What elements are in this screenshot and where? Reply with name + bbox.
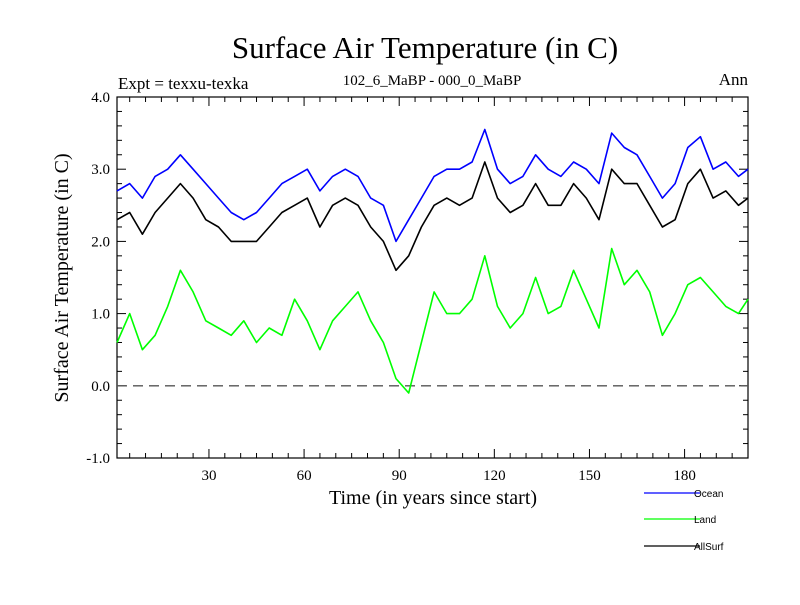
x-tick-label: 180 (673, 468, 696, 484)
x-axis-label: Time (in years since start) (329, 487, 537, 509)
y-tick-label: 0.0 (91, 379, 110, 395)
series-layer (116, 128, 749, 394)
x-tick-label: 120 (483, 468, 506, 484)
y-axis-label: Surface Air Temperature (in C) (51, 153, 73, 402)
chart-subtitle-center: 102_6_MaBP - 000_0_MaBP (343, 73, 522, 89)
y-tick-label: -1.0 (86, 451, 110, 467)
y-tick-label: 3.0 (91, 162, 110, 178)
y-axis: -1.0 0.0 1.0 2.0 3.0 4.0 (86, 90, 748, 467)
series-line-ocean (116, 128, 749, 243)
chart-title: Surface Air Temperature (in C) (232, 30, 618, 65)
x-tick-label: 30 (201, 468, 216, 484)
legend-ocean-label: Ocean (694, 489, 723, 500)
y-tick-label: 1.0 (91, 307, 110, 323)
x-tick-label: 150 (578, 468, 601, 484)
chart-subtitle-left: Expt = texxu-texka (118, 74, 249, 93)
legend-land-label: Land (694, 515, 716, 526)
plot-frame (116, 96, 749, 459)
y-tick-label: 4.0 (91, 90, 110, 106)
series-line-allsurf (116, 161, 749, 272)
series-line-land (116, 247, 749, 394)
y-tick-label: 2.0 (91, 234, 110, 250)
x-axis: 30 60 90 120 150 180 (129, 97, 733, 484)
x-tick-label: 90 (392, 468, 407, 484)
chart-subtitle-right: Ann (719, 70, 749, 89)
x-tick-label: 60 (297, 468, 312, 484)
legend: Ocean Land AllSurf (644, 489, 724, 553)
legend-allsurf-label: AllSurf (694, 542, 724, 553)
